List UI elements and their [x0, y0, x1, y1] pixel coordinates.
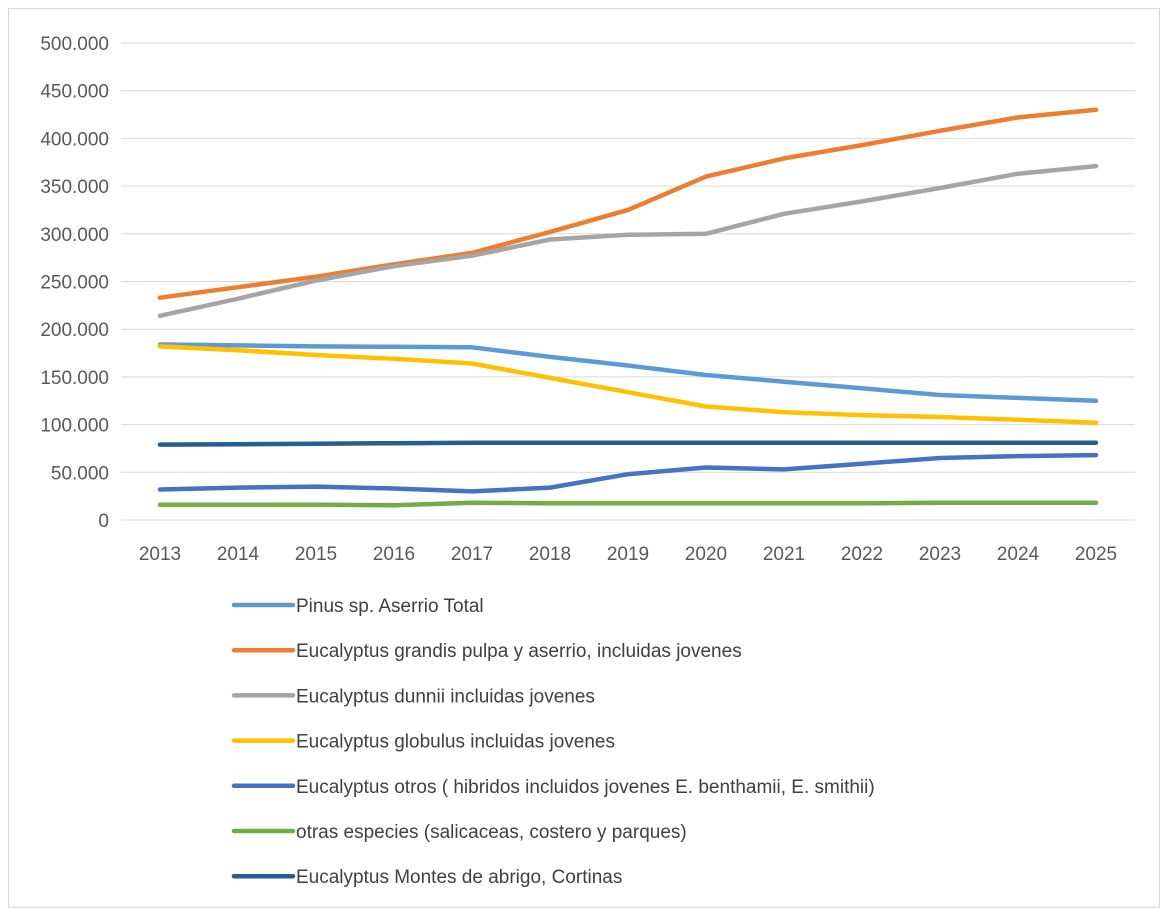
x-tick-label: 2014: [217, 544, 260, 565]
x-tick-label: 2020: [685, 544, 727, 565]
legend: Pinus sp. Aserrio Total Eucalyptus grandi…: [231, 596, 875, 888]
legend-label: otras especies (salicaceas, costero y pa…: [296, 822, 687, 843]
series-line-2: [157, 107, 1099, 300]
y-axis-ticks: 0 50.000 100.000 150.000 200.000 250.000 300.0…: [40, 34, 109, 532]
legend-label: Eucalyptus grandis pulpa y aserrio, incl…: [296, 641, 742, 662]
x-tick-label: 2017: [451, 544, 493, 565]
x-axis-ticks: 2013 2014 2015 2016 2017 2018 2019 2020 2021 2022…: [139, 544, 1117, 565]
line-chart: 0 50.000 100.000 150.000 200.000 250.000 300.0…: [40, 34, 1135, 888]
x-tick-label: 2025: [1075, 544, 1117, 565]
y-tick-label: 400.000: [40, 129, 109, 150]
y-tick-label: 100.000: [40, 416, 109, 437]
legend-item: Eucalyptus otros ( hibridos incluidos jo…: [231, 777, 875, 798]
y-tick-label: 200.000: [40, 320, 109, 341]
series-line-4: [157, 344, 1099, 425]
legend-item: Eucalyptus dunnii incluidas jovenes: [231, 686, 595, 707]
x-tick-label: 2016: [373, 544, 415, 565]
x-tick-label: 2024: [997, 544, 1040, 565]
x-tick-label: 2015: [295, 544, 337, 565]
legend-item: Eucalyptus grandis pulpa y aserrio, incl…: [231, 641, 742, 662]
legend-label: Eucalyptus Montes de abrigo, Cortinas: [296, 867, 622, 888]
series-line-7: [157, 440, 1099, 447]
y-tick-label: 150.000: [40, 368, 109, 389]
x-tick-label: 2021: [763, 544, 805, 565]
x-tick-label: 2019: [607, 544, 649, 565]
series-line-3: [157, 163, 1099, 319]
series-line-5: [157, 452, 1099, 494]
y-tick-label: 0: [98, 511, 109, 532]
y-tick-label: 250.000: [40, 273, 109, 294]
x-tick-label: 2023: [919, 544, 961, 565]
legend-label: Eucalyptus globulus incluidas jovenes: [296, 732, 615, 753]
chart-frame: 0 50.000 100.000 150.000 200.000 250.000 300.0…: [8, 8, 1160, 908]
legend-label: Pinus sp. Aserrio Total: [296, 596, 484, 617]
y-tick-label: 350.000: [40, 177, 109, 198]
y-tick-label: 50.000: [51, 463, 109, 484]
legend-label: Eucalyptus otros ( hibridos incluidos jo…: [296, 777, 875, 798]
series-line-6: [157, 500, 1099, 508]
x-tick-label: 2018: [529, 544, 571, 565]
legend-item: Pinus sp. Aserrio Total: [231, 596, 484, 617]
x-tick-label: 2022: [841, 544, 883, 565]
series-line-1: [157, 342, 1099, 404]
legend-item: Eucalyptus globulus incluidas jovenes: [231, 732, 615, 753]
legend-item: otras especies (salicaceas, costero y pa…: [231, 822, 687, 843]
y-tick-label: 500.000: [40, 34, 109, 55]
legend-item: Eucalyptus Montes de abrigo, Cortinas: [231, 867, 622, 888]
y-tick-label: 450.000: [40, 82, 109, 103]
legend-label: Eucalyptus dunnii incluidas jovenes: [296, 686, 595, 707]
y-tick-label: 300.000: [40, 225, 109, 246]
series-lines: [157, 107, 1099, 508]
x-tick-label: 2013: [139, 544, 181, 565]
